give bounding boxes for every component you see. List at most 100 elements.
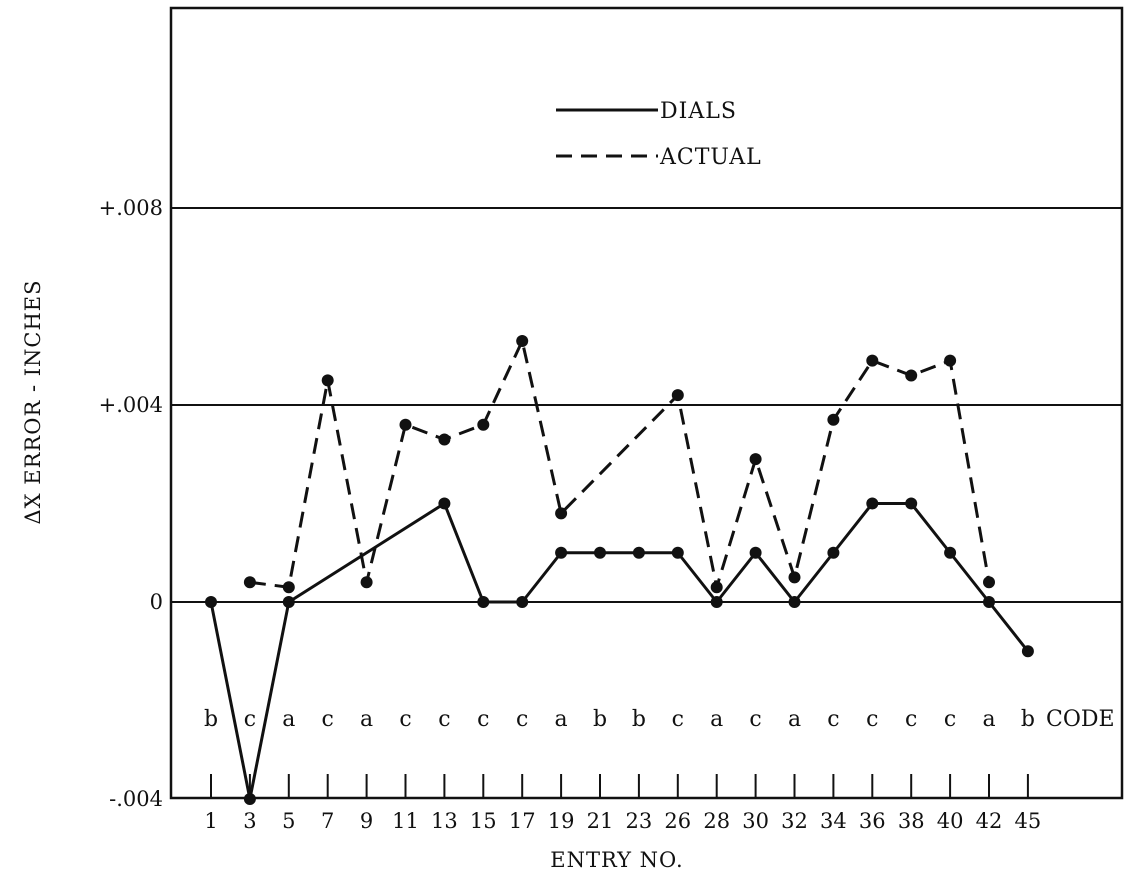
data-point-dials	[710, 596, 723, 608]
data-point-dials	[1021, 645, 1034, 658]
x-tick-label: 13	[431, 809, 458, 833]
y-tick-label: +.008	[99, 196, 163, 220]
data-point-dials	[983, 596, 995, 608]
data-point-dials	[282, 596, 295, 608]
data-point-dials	[944, 546, 957, 559]
x-axis-title: ENTRY NO.	[550, 848, 683, 872]
x-tick-label: 3	[243, 809, 256, 833]
data-point-dials	[788, 596, 801, 608]
code-letter: c	[399, 707, 411, 732]
code-letter: c	[866, 707, 878, 732]
code-letter: b	[204, 707, 218, 732]
data-point-dials	[594, 546, 606, 559]
x-tick-label: 45	[1015, 809, 1042, 833]
data-point-dials	[827, 546, 840, 559]
data-point-dials	[477, 596, 490, 608]
code-letter: a	[282, 707, 295, 732]
code-letter: c	[944, 707, 956, 732]
code-letter: c	[749, 707, 761, 732]
data-point-dials	[632, 546, 645, 559]
code-letter: c	[516, 707, 528, 732]
x-tick-label: 38	[898, 809, 925, 833]
code-letter: a	[360, 707, 373, 732]
data-point-actual	[321, 374, 334, 387]
data-point-actual	[983, 576, 995, 589]
x-tick-label: 40	[937, 809, 964, 833]
x-tick-label: 42	[976, 809, 1003, 833]
code-letter: c	[905, 707, 917, 732]
data-point-dials	[205, 596, 217, 608]
code-letter: c	[244, 707, 256, 732]
data-point-dials	[243, 793, 256, 805]
x-tick-label: 32	[781, 809, 808, 833]
legend-label-actual: ACTUAL	[659, 145, 762, 170]
x-tick-label: 19	[548, 809, 575, 833]
data-point-dials	[516, 596, 529, 608]
x-tick-label: 11	[392, 809, 419, 833]
data-point-dials	[905, 497, 918, 510]
code-letter: b	[593, 707, 607, 732]
data-point-actual	[866, 354, 879, 367]
series-lines	[205, 334, 1034, 805]
data-point-actual	[944, 354, 957, 367]
x-tick-label: 23	[626, 809, 653, 833]
x-tick-label: 36	[859, 809, 886, 833]
legend: DIALS ACTUAL	[556, 99, 762, 170]
series-line-actual	[249, 339, 991, 589]
x-tick-label: 7	[321, 809, 334, 833]
data-point-actual	[827, 413, 840, 426]
x-tick-label: 21	[587, 809, 614, 833]
x-tick-label: 26	[664, 809, 691, 833]
data-point-actual	[438, 433, 451, 446]
x-tick-label: 9	[360, 809, 373, 833]
code-letter: a	[982, 707, 995, 732]
x-tick-label: 17	[509, 809, 536, 833]
data-point-actual	[282, 581, 295, 594]
y-tick-labels: +.008 +.004 0 -.004	[99, 196, 163, 811]
data-point-actual	[516, 334, 529, 347]
code-letter: b	[632, 707, 646, 732]
y-axis-title: ΔX ERROR - INCHES	[21, 280, 45, 525]
plot-frame	[169, 6, 1124, 800]
code-letter: c	[827, 707, 839, 732]
y-tick-label: +.004	[99, 393, 163, 417]
data-point-actual	[477, 418, 490, 431]
data-point-actual	[555, 507, 568, 520]
data-point-actual	[905, 369, 918, 382]
data-point-actual	[671, 389, 684, 402]
code-letter: a	[710, 707, 723, 732]
data-point-actual	[788, 571, 801, 584]
data-point-actual	[243, 576, 256, 589]
y-tick-label: -.004	[109, 787, 163, 811]
data-point-actual	[360, 576, 373, 589]
data-point-dials	[555, 546, 568, 559]
data-point-actual	[399, 418, 412, 431]
code-letter: a	[555, 707, 568, 732]
x-tick-label: 1	[204, 809, 217, 833]
x-tick-label: 28	[703, 809, 730, 833]
code-letter: a	[788, 707, 801, 732]
code-letter: c	[672, 707, 684, 732]
code-letter: b	[1021, 707, 1035, 732]
code-label: CODE	[1046, 707, 1115, 732]
data-point-dials	[671, 546, 684, 559]
y-tick-label: 0	[150, 590, 163, 614]
x-tick-label: 5	[282, 809, 295, 833]
legend-label-dials: DIALS	[660, 99, 737, 124]
x-tick-label: 34	[820, 809, 847, 833]
data-point-dials	[438, 497, 451, 510]
data-point-actual	[749, 453, 762, 466]
data-point-actual	[710, 581, 723, 594]
gridlines	[171, 207, 1122, 603]
data-point-dials	[866, 497, 879, 510]
code-letter: c	[477, 707, 489, 732]
data-point-dials	[749, 546, 762, 559]
series-line-dials	[209, 502, 1030, 801]
x-ticks: 1 3 5 7 9 11 13 15 17 19 21 23 26 28 30 32 34 36 38 40 42 45	[204, 774, 1041, 833]
code-letter: c	[438, 707, 450, 732]
code-letter: c	[322, 707, 334, 732]
x-tick-label: 30	[742, 809, 769, 833]
x-tick-label: 15	[470, 809, 497, 833]
